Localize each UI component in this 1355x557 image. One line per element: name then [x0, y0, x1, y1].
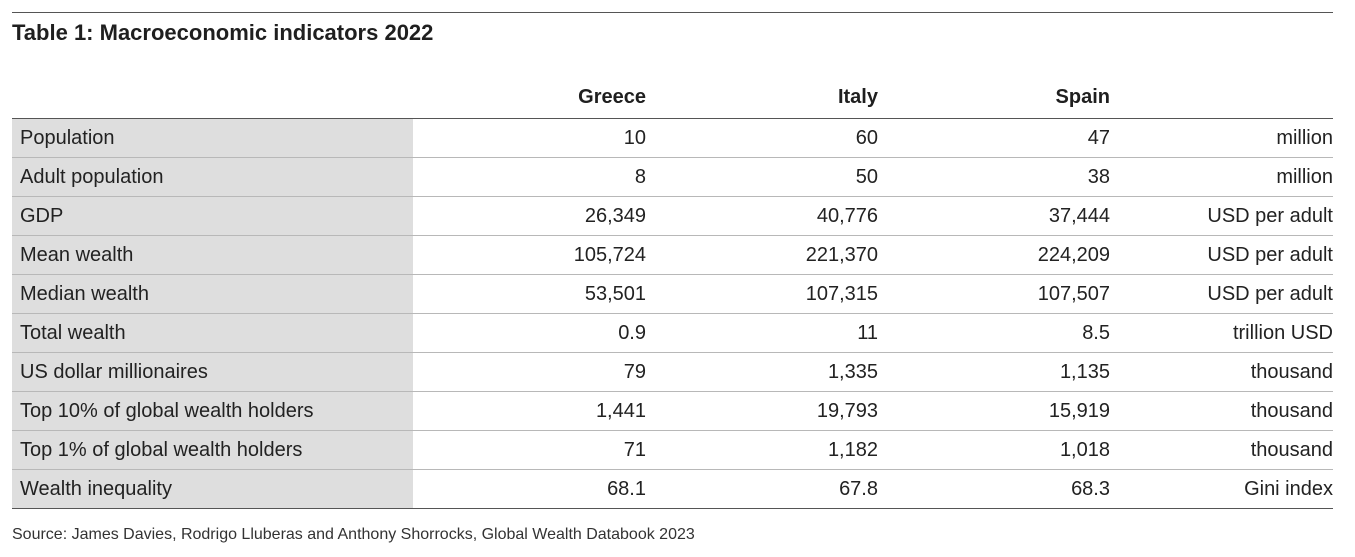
cell-italy: 1,182 — [827, 439, 878, 461]
source-note: Source: James Davies, Rodrigo Lluberas a… — [12, 526, 695, 543]
cell-greece: 26,349 — [584, 205, 646, 227]
row-label: GDP — [12, 197, 413, 235]
cell-greece: 10 — [623, 127, 646, 149]
table-row: Top 10% of global wealth holders 1,441 1… — [12, 392, 1333, 431]
cell-italy: 60 — [855, 127, 878, 149]
cell-italy: 40,776 — [816, 205, 878, 227]
cell-spain: 8.5 — [1082, 322, 1110, 344]
row-label: Median wealth — [12, 275, 413, 313]
cell-spain: 68.3 — [1071, 478, 1110, 500]
cell-italy: 221,370 — [805, 244, 878, 266]
cell-unit: USD per adult — [1207, 244, 1333, 266]
cell-italy: 1,335 — [827, 361, 878, 383]
row-label: Adult population — [12, 158, 413, 196]
cell-greece: 68.1 — [607, 478, 646, 500]
cell-unit: USD per adult — [1207, 205, 1333, 227]
table-row: Adult population 8 50 38 million — [12, 158, 1333, 197]
row-label: US dollar millionaires — [12, 353, 413, 391]
row-label: Top 10% of global wealth holders — [12, 392, 413, 430]
cell-unit: thousand — [1250, 361, 1333, 383]
cell-spain: 224,209 — [1037, 244, 1110, 266]
column-header-italy: Italy — [837, 86, 878, 108]
table-row: Top 1% of global wealth holders 71 1,182… — [12, 431, 1333, 470]
cell-spain: 37,444 — [1048, 205, 1110, 227]
table-row: Population 10 60 47 million — [12, 119, 1333, 158]
cell-unit: Gini index — [1244, 478, 1333, 500]
cell-italy: 50 — [855, 166, 878, 188]
table-title: Table 1: Macroeconomic indicators 2022 — [12, 20, 434, 45]
cell-spain: 107,507 — [1037, 283, 1110, 305]
row-label: Wealth inequality — [12, 470, 413, 508]
cell-greece: 105,724 — [573, 244, 646, 266]
cell-unit: thousand — [1250, 400, 1333, 422]
row-label: Top 1% of global wealth holders — [12, 431, 413, 469]
cell-italy: 19,793 — [816, 400, 878, 422]
table-row: US dollar millionaires 79 1,335 1,135 th… — [12, 353, 1333, 392]
cell-italy: 11 — [857, 322, 878, 344]
column-header-greece: Greece — [578, 86, 646, 108]
table-row: Total wealth 0.9 11 8.5 trillion USD — [12, 314, 1333, 353]
cell-spain: 1,135 — [1059, 361, 1110, 383]
cell-italy: 67.8 — [839, 478, 878, 500]
row-label: Total wealth — [12, 314, 413, 352]
cell-spain: 38 — [1087, 166, 1110, 188]
row-label: Population — [12, 119, 413, 157]
row-label: Mean wealth — [12, 236, 413, 274]
cell-spain: 15,919 — [1048, 400, 1110, 422]
cell-greece: 8 — [634, 166, 646, 188]
cell-spain: 1,018 — [1059, 439, 1110, 461]
cell-unit: trillion USD — [1232, 322, 1333, 344]
table-row: Wealth inequality 68.1 67.8 68.3 Gini in… — [12, 470, 1333, 509]
cell-unit: million — [1276, 127, 1333, 149]
cell-greece: 79 — [623, 361, 646, 383]
cell-spain: 47 — [1087, 127, 1110, 149]
cell-greece: 53,501 — [584, 283, 646, 305]
table-row: Median wealth 53,501 107,315 107,507 USD… — [12, 275, 1333, 314]
cell-greece: 71 — [623, 439, 646, 461]
cell-greece: 0.9 — [618, 322, 646, 344]
column-header-spain: Spain — [1055, 86, 1110, 108]
cell-italy: 107,315 — [805, 283, 878, 305]
cell-unit: thousand — [1250, 439, 1333, 461]
table-row: Mean wealth 105,724 221,370 224,209 USD … — [12, 236, 1333, 275]
table-header-row: Greece Italy Spain — [12, 80, 1333, 119]
cell-unit: USD per adult — [1207, 283, 1333, 305]
top-rule — [12, 12, 1333, 13]
indicators-table: Greece Italy Spain Population 10 60 47 m… — [12, 80, 1333, 509]
cell-unit: million — [1276, 166, 1333, 188]
cell-greece: 1,441 — [595, 400, 646, 422]
table-row: GDP 26,349 40,776 37,444 USD per adult — [12, 197, 1333, 236]
